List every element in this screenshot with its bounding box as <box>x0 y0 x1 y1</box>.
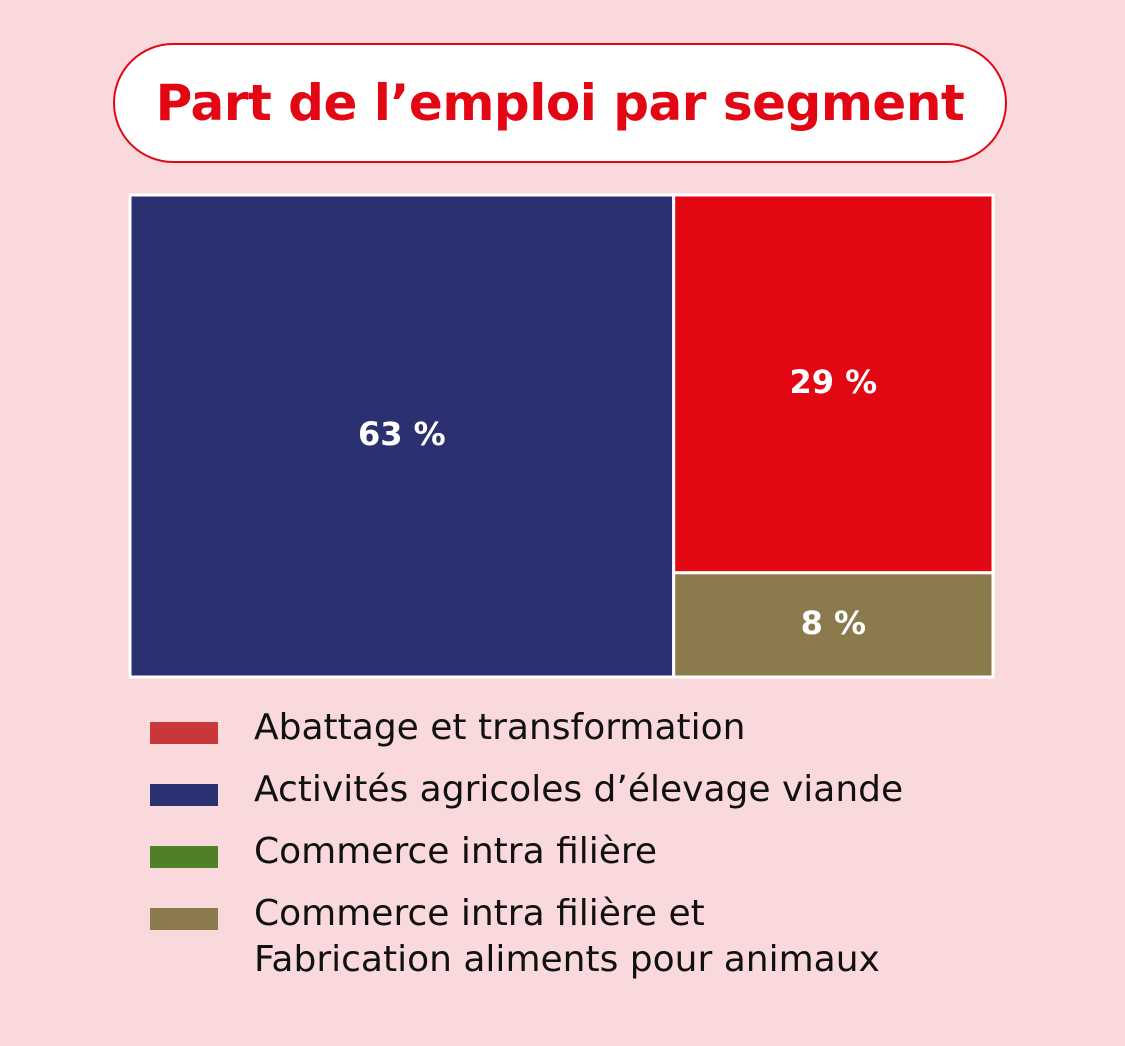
legend-swatch <box>150 784 218 806</box>
legend-label: Commerce intra filière <box>254 831 658 872</box>
legend-swatch <box>150 908 218 930</box>
legend-item: Abattage et transformation <box>150 705 1050 751</box>
chart-title: Part de l’emploi par segment <box>155 74 965 132</box>
tile <box>128 193 676 679</box>
tile <box>672 571 995 679</box>
legend-swatch <box>150 722 218 744</box>
tile <box>672 193 995 575</box>
legend: Abattage et transformation Activités agri… <box>150 705 1050 999</box>
legend-item: Commerce intra filière et Fabrication al… <box>150 891 1050 983</box>
legend-label: Commerce intra filière et Fabrication al… <box>254 893 880 980</box>
legend-item: Commerce intra filière <box>150 829 1050 875</box>
tile-label: 8 % <box>801 604 866 642</box>
tile-label: 63 % <box>358 415 446 453</box>
legend-label: Abattage et transformation <box>254 707 746 748</box>
title-box: Part de l’emploi par segment <box>113 43 1007 163</box>
legend-item: Activités agricoles d’élevage viande <box>150 767 1050 813</box>
legend-swatch <box>150 846 218 868</box>
legend-label: Activités agricoles d’élevage viande <box>254 769 904 810</box>
tile-label: 29 % <box>789 363 877 401</box>
